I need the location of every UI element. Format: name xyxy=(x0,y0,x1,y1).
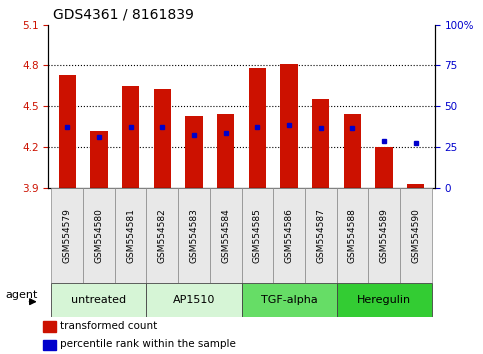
Bar xyxy=(305,188,337,283)
Bar xyxy=(337,283,431,317)
Text: GSM554588: GSM554588 xyxy=(348,208,357,263)
Text: percentile rank within the sample: percentile rank within the sample xyxy=(60,339,236,349)
Bar xyxy=(185,116,203,188)
Text: GSM554587: GSM554587 xyxy=(316,208,325,263)
Bar xyxy=(375,147,393,188)
Bar xyxy=(407,183,425,188)
Text: GSM554580: GSM554580 xyxy=(95,208,103,263)
Text: GSM554583: GSM554583 xyxy=(189,208,199,263)
Text: GSM554581: GSM554581 xyxy=(126,208,135,263)
Bar xyxy=(115,188,146,283)
Bar xyxy=(400,188,431,283)
Text: GSM554579: GSM554579 xyxy=(63,208,72,263)
Text: agent: agent xyxy=(6,290,38,300)
Text: GSM554582: GSM554582 xyxy=(158,208,167,263)
Bar xyxy=(58,75,76,188)
Bar xyxy=(52,283,146,317)
Bar xyxy=(43,321,57,332)
Bar xyxy=(337,188,368,283)
Bar xyxy=(343,114,361,188)
Bar xyxy=(273,188,305,283)
Text: GSM554585: GSM554585 xyxy=(253,208,262,263)
Bar xyxy=(178,188,210,283)
Bar xyxy=(312,99,329,188)
Bar xyxy=(249,68,266,188)
Text: AP1510: AP1510 xyxy=(173,295,215,305)
Bar xyxy=(52,188,83,283)
Bar xyxy=(368,188,400,283)
Bar xyxy=(242,188,273,283)
Text: GSM554589: GSM554589 xyxy=(380,208,388,263)
Text: untreated: untreated xyxy=(71,295,127,305)
Bar xyxy=(146,188,178,283)
Bar xyxy=(280,64,298,188)
Text: GSM554590: GSM554590 xyxy=(411,208,420,263)
Text: Heregulin: Heregulin xyxy=(357,295,411,305)
Bar xyxy=(83,188,115,283)
Bar xyxy=(90,131,108,188)
Text: GSM554586: GSM554586 xyxy=(284,208,294,263)
Bar xyxy=(154,88,171,188)
Bar xyxy=(122,86,140,188)
Bar xyxy=(217,114,234,188)
Text: transformed count: transformed count xyxy=(60,321,157,331)
Text: GSM554584: GSM554584 xyxy=(221,208,230,263)
Bar xyxy=(210,188,242,283)
Bar xyxy=(242,283,337,317)
Bar xyxy=(146,283,242,317)
Text: TGF-alpha: TGF-alpha xyxy=(261,295,317,305)
Text: GDS4361 / 8161839: GDS4361 / 8161839 xyxy=(53,7,194,21)
Bar xyxy=(43,340,57,350)
